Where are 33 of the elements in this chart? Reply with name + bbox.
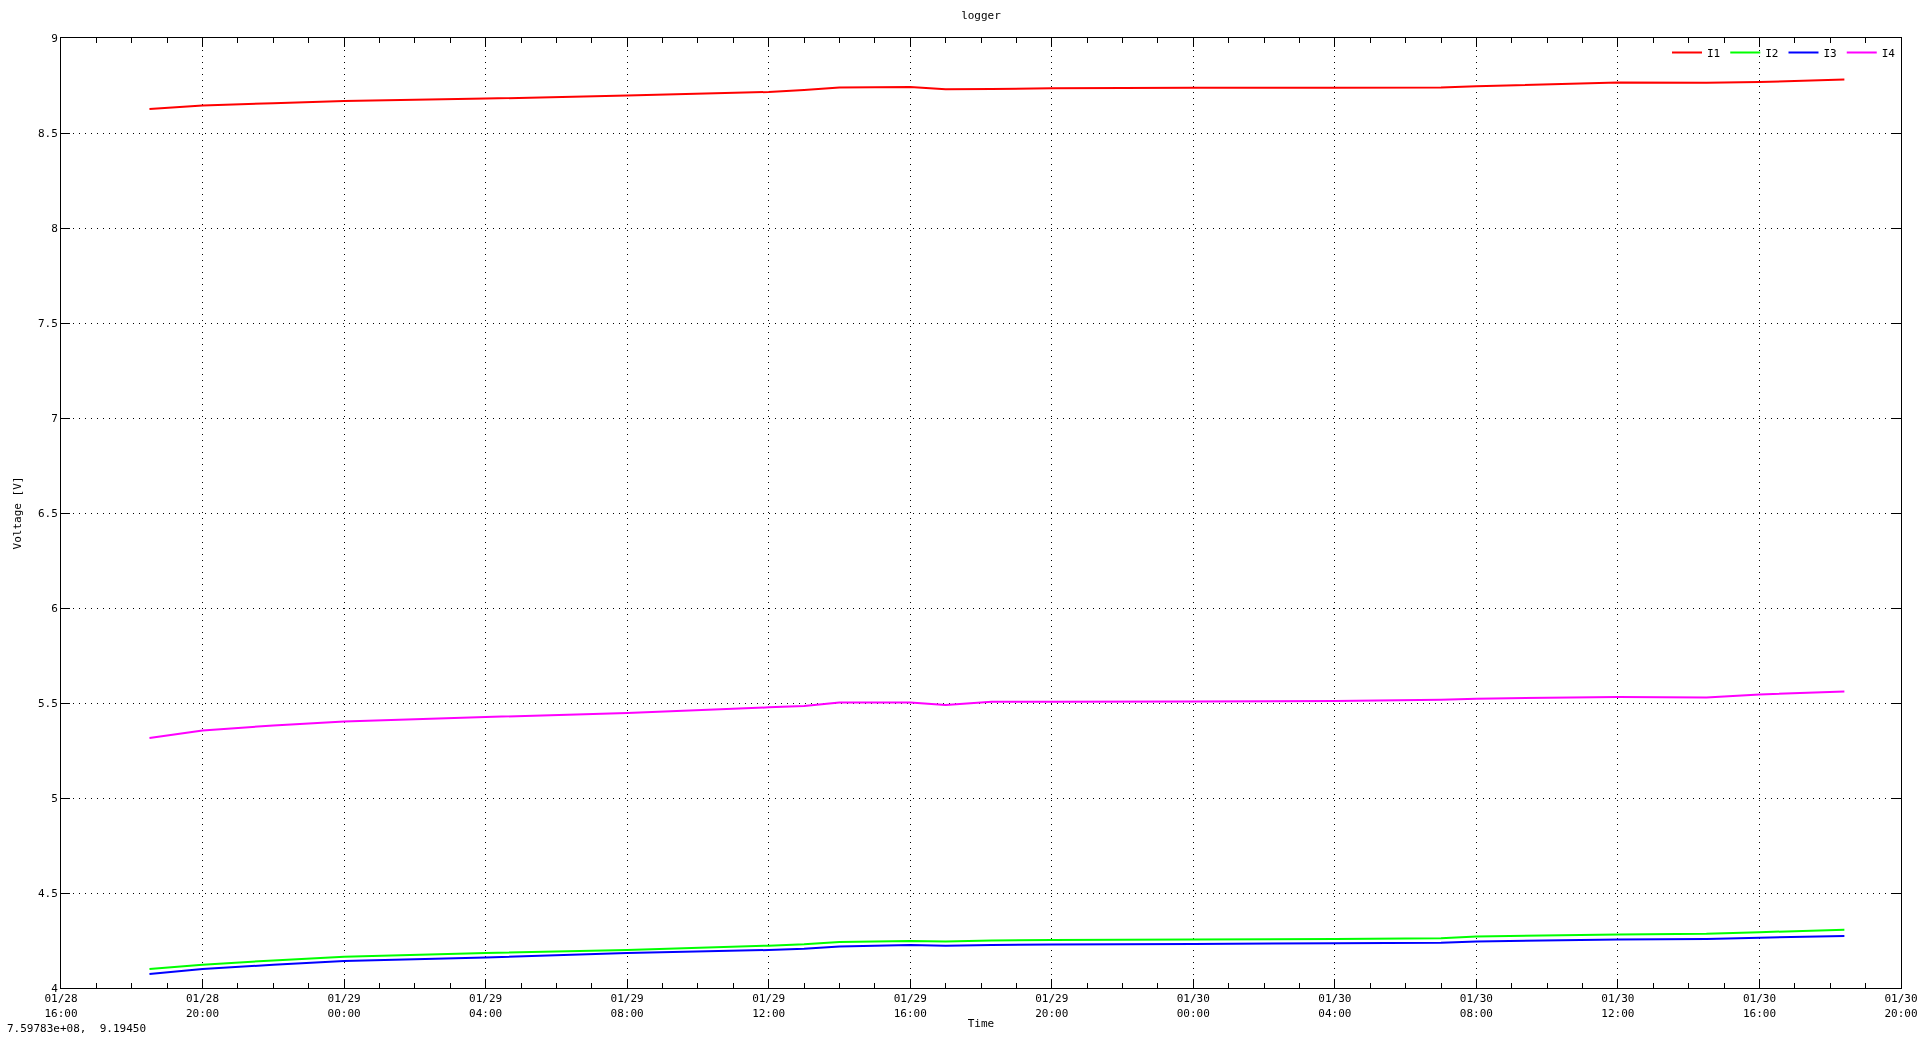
y-tick-label: 5 [51,791,58,805]
x-tick-label: 01/30 16:00 [1742,992,1777,1020]
x-tick-label: 01/28 16:00 [44,992,78,1020]
legend-label: I1 [1707,46,1721,60]
x-tick-label: 01/30 08:00 [1459,992,1493,1020]
x-axis-title: Time [967,1016,995,1030]
chart-title: logger [961,8,1002,22]
y-tick-label: 4 [51,981,59,995]
legend-label: I4 [1881,46,1896,60]
y-tick-label: 5.5 [37,696,58,710]
legend-label: I2 [1765,46,1779,60]
y-tick-label: 9 [51,31,58,45]
x-tick-label: 01/29 12:00 [752,992,786,1020]
y-axis-title: Voltage [V] [10,476,24,550]
y-tick-label: 8.5 [37,126,58,140]
y-tick-label: 4.5 [37,886,58,900]
legend-label: I3 [1823,46,1837,60]
x-tick-label: 01/30 20:00 [1884,992,1918,1020]
text: 7.59783e+08, 9.19450 [7,1022,147,1035]
x-tick-label: 01/29 08:00 [610,992,644,1020]
x-tick-label: 01/29 20:00 [1035,992,1069,1020]
y-tick-label: 7.5 [37,316,58,330]
x-tick-label: 01/30 00:00 [1176,992,1210,1020]
x-tick-label: 01/30 04:00 [1318,992,1352,1020]
x-tick-label: 01/28 20:00 [185,992,220,1020]
x-tick-label: 01/30 12:00 [1601,992,1635,1020]
x-tick-label: 01/29 16:00 [893,992,927,1020]
y-tick-label: 7 [51,411,58,425]
y-tick-label: 8 [51,221,58,235]
y-tick-label: 6.5 [37,506,58,520]
x-tick-label: 01/29 04:00 [469,992,503,1020]
x-tick-label: 01/29 00:00 [327,992,361,1020]
y-tick-label: 6 [51,601,58,615]
